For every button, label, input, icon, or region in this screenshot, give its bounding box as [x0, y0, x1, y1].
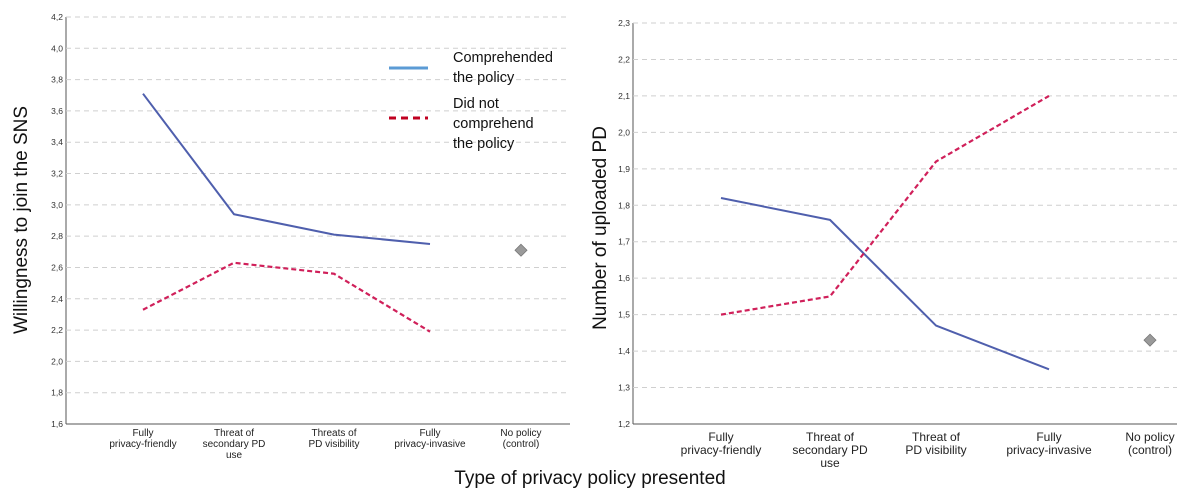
y-tick-label: 1,2	[618, 419, 630, 429]
y-tick-label: 1,7	[618, 237, 630, 247]
y-tick-label: 2,2	[618, 54, 630, 64]
y-axis-title: Willingness to join the SNS	[11, 106, 32, 334]
legend-label: Comprehended the policy	[453, 50, 553, 86]
y-tick-label: 2,6	[51, 262, 63, 272]
y-tick-label: 1,3	[618, 383, 630, 393]
y-tick-label: 1,4	[618, 346, 630, 356]
series-line-comprehended	[142, 93, 431, 245]
y-tick-label: 1,8	[618, 200, 630, 210]
y-tick-label: 2,0	[618, 127, 630, 137]
y-tick-label: 2,0	[51, 356, 63, 366]
control-diamond-marker	[1143, 333, 1157, 347]
series-line-not-comprehended	[142, 261, 431, 333]
x-category-label: Threat of PD visibility	[905, 430, 966, 457]
y-tick-label: 3,4	[51, 137, 63, 147]
y-tick-label: 2,1	[618, 91, 630, 101]
x-category-label: Threat of secondary PD use	[792, 430, 868, 470]
right-chart-uploaded-pd: 1,2 1,3 1,4 1,5 1,6 1,7 1,8 1,9 2,0 2,1 2,2 2,3 Numb…	[590, 18, 1177, 470]
y-tick-label: 2,4	[51, 294, 63, 304]
y-tick-label: 4,0	[51, 43, 63, 53]
series-line-not-comprehended	[720, 94, 1050, 316]
x-category-label: Fully privacy-invasive	[1006, 430, 1092, 457]
x-category-label: Threat of secondary PD use	[203, 428, 266, 461]
y-tick-label: 1,6	[51, 419, 63, 429]
x-category-label: Fully privacy-friendly	[109, 428, 176, 450]
y-tick-label: 2,3	[618, 18, 630, 28]
control-diamond-marker	[514, 243, 528, 257]
x-category-label: Threats of PD visibility	[308, 428, 359, 450]
left-chart-willingness: 1,6 1,8 2,0 2,2 2,4 2,6 2,8 3,0 3,2 3,4 3,6 3,8 4,0 4…	[11, 12, 570, 461]
series-line-comprehended	[720, 197, 1050, 371]
y-tick-label: 1,5	[618, 310, 630, 320]
y-tick-label: 2,8	[51, 231, 63, 241]
legend: Comprehended the policy Did not comprehend t…	[389, 50, 553, 152]
y-axis-title: Number of uploaded PD	[590, 126, 611, 330]
legend-label: Did not comprehend the policy	[453, 96, 534, 152]
x-category-label: No policy (control)	[500, 428, 541, 450]
x-category-label: Fully privacy-friendly	[681, 430, 762, 457]
y-tick-label: 3,8	[51, 75, 63, 85]
y-tick-label: 4,2	[51, 12, 63, 22]
y-tick-label: 3,0	[51, 200, 63, 210]
y-tick-label: 1,8	[51, 388, 63, 398]
x-axis-title: Type of privacy policy presented	[454, 468, 725, 489]
y-tick-label: 3,2	[51, 169, 63, 179]
y-tick-label: 1,9	[618, 164, 630, 174]
y-tick-label: 3,6	[51, 106, 63, 116]
x-category-label: Fully privacy-invasive	[394, 428, 466, 450]
y-tick-label: 2,2	[51, 325, 63, 335]
y-tick-label: 1,6	[618, 273, 630, 283]
x-category-label: No policy (control)	[1125, 430, 1174, 457]
